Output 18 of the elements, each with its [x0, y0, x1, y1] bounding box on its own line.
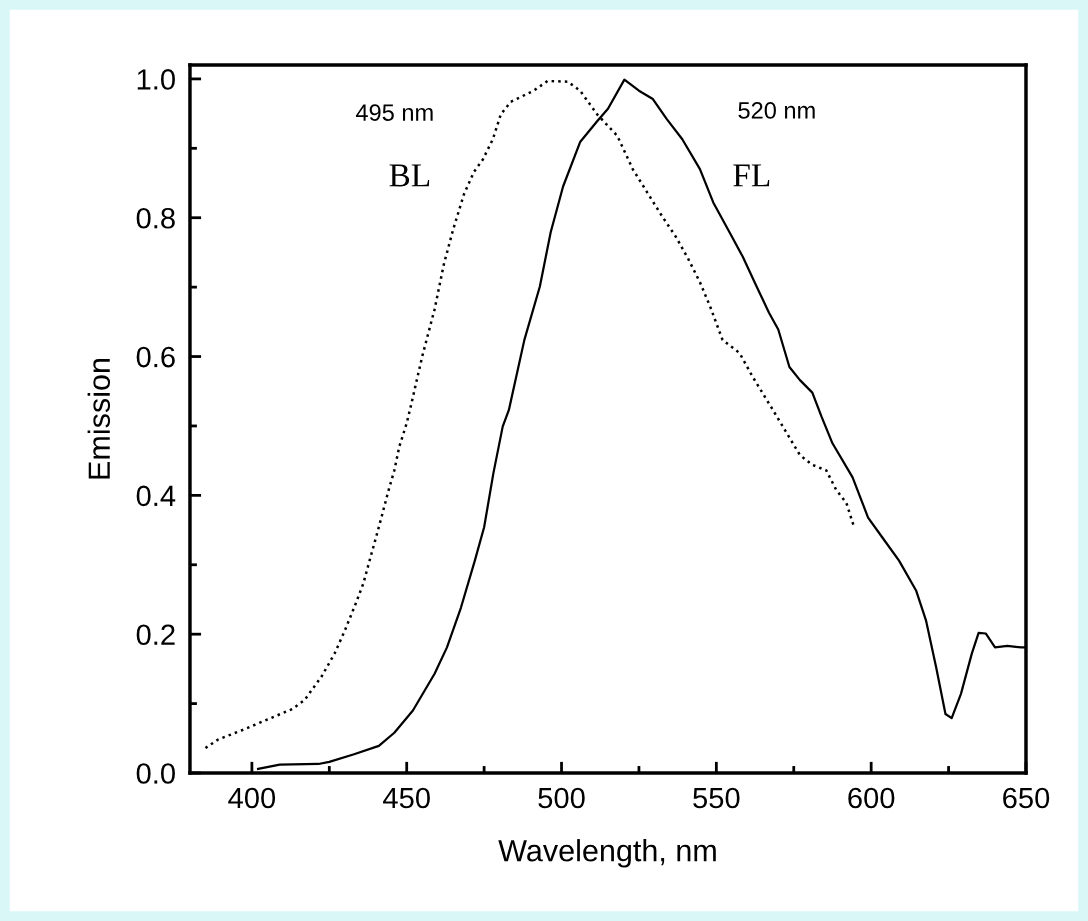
annotation: BL: [389, 164, 430, 187]
x-tick-label: 650: [1003, 787, 1050, 809]
annotation: 520 nm: [738, 102, 815, 119]
annotation: 495 nm: [355, 104, 433, 121]
y-tick-label: 1.0: [137, 69, 175, 90]
x-tick-label: 500: [538, 787, 585, 809]
x-axis-title: Wavelength, nm: [498, 839, 716, 868]
annotation: FL: [733, 164, 770, 187]
y-tick-label: 0.8: [136, 207, 175, 229]
x-tick-label: 450: [383, 787, 430, 809]
x-tick-label: 400: [228, 787, 276, 809]
y-tick-label: 0.2: [136, 624, 175, 646]
x-tick-label: 600: [848, 787, 895, 809]
y-tick-label: 0.4: [136, 485, 176, 507]
y-tick-label: 0.0: [136, 763, 175, 784]
y-tick-label: 0.6: [136, 346, 175, 368]
y-axis-title: Emission: [87, 359, 111, 479]
x-tick-label: 550: [693, 787, 740, 809]
